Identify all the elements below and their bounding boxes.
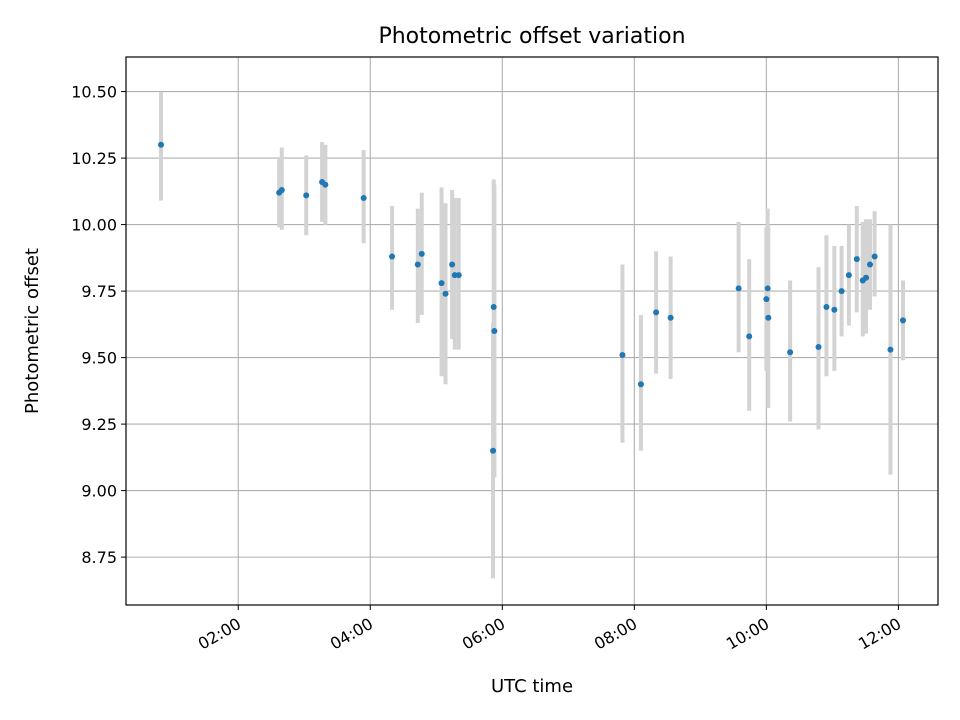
data-point-9 bbox=[418, 250, 425, 257]
data-point-2 bbox=[278, 187, 285, 194]
data-point-27 bbox=[787, 349, 794, 356]
data-point-16 bbox=[491, 328, 498, 334]
chart-title: Photometric offset variation bbox=[378, 24, 685, 49]
data-point-23 bbox=[746, 333, 753, 340]
y-tick-label-7: 10.50 bbox=[71, 83, 117, 102]
data-point-5 bbox=[322, 181, 329, 188]
y-tick-label-4: 9.75 bbox=[81, 282, 117, 301]
data-point-32 bbox=[845, 272, 852, 279]
data-point-22 bbox=[735, 285, 742, 292]
data-point-15 bbox=[490, 304, 497, 311]
data-point-21 bbox=[667, 314, 674, 321]
data-point-0 bbox=[157, 141, 164, 148]
data-point-19 bbox=[637, 381, 644, 388]
y-tick-label-5: 10.00 bbox=[71, 216, 117, 235]
data-point-28 bbox=[815, 343, 822, 350]
data-point-10 bbox=[438, 280, 445, 287]
y-tick-label-0: 8.75 bbox=[81, 548, 117, 567]
data-point-36 bbox=[867, 261, 874, 268]
y-axis-label: Photometric offset bbox=[22, 248, 43, 414]
data-point-26 bbox=[765, 314, 772, 321]
data-point-31 bbox=[838, 288, 845, 295]
data-point-8 bbox=[414, 261, 421, 268]
data-point-29 bbox=[823, 304, 830, 311]
data-point-35 bbox=[863, 274, 870, 281]
data-point-30 bbox=[831, 306, 838, 313]
data-point-33 bbox=[853, 256, 860, 263]
data-point-20 bbox=[653, 309, 660, 316]
data-point-12 bbox=[449, 261, 456, 268]
y-tick-label-2: 9.25 bbox=[81, 415, 117, 434]
y-tick-label-3: 9.50 bbox=[81, 349, 117, 368]
data-point-11 bbox=[442, 290, 449, 297]
data-point-39 bbox=[900, 317, 907, 324]
data-point-37 bbox=[871, 253, 878, 260]
data-point-17 bbox=[490, 447, 497, 454]
data-point-3 bbox=[303, 192, 310, 199]
data-point-25 bbox=[764, 285, 771, 292]
data-point-7 bbox=[389, 253, 396, 260]
data-point-38 bbox=[887, 346, 894, 353]
plot-frame bbox=[125, 56, 939, 606]
x-axis-label: UTC time bbox=[491, 676, 573, 697]
data-point-14 bbox=[455, 272, 462, 279]
y-tick-label-6: 10.25 bbox=[71, 149, 117, 168]
data-points bbox=[157, 141, 907, 454]
data-point-6 bbox=[360, 194, 367, 201]
data-point-24 bbox=[763, 296, 770, 303]
y-tick-label-1: 9.00 bbox=[81, 482, 117, 501]
data-point-18 bbox=[619, 351, 626, 358]
y-axis-ticks: 8.75 9.00 9.25 9.50 9.75 10.00 10.25 10.50 bbox=[71, 83, 126, 567]
